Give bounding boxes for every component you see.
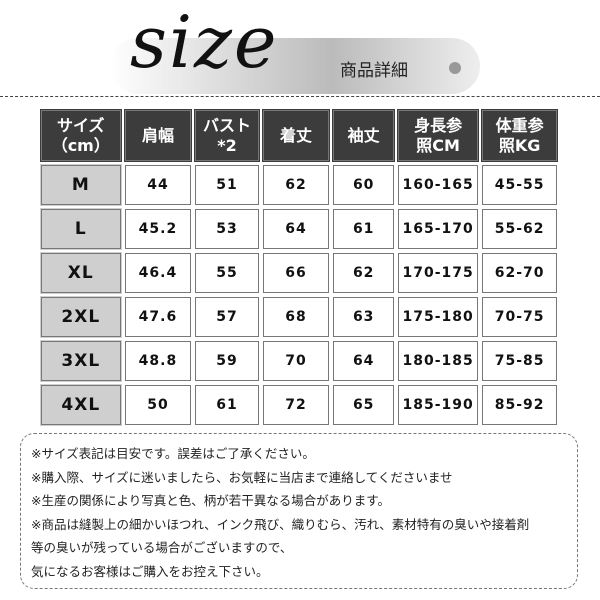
note-line: 気になるお客様はご購入をお控え下さい。 bbox=[31, 563, 269, 579]
size-row: 3XL 48.8 59 70 64 180-185 75-85 bbox=[38, 338, 560, 384]
note-line: 等の臭いが残っている場合がございますので、 bbox=[31, 540, 293, 555]
size-label: L bbox=[38, 206, 124, 252]
cell: 66 bbox=[259, 250, 333, 296]
cell: 47.6 bbox=[121, 294, 195, 340]
size-label: 2XL bbox=[38, 294, 124, 340]
size-label: 4XL bbox=[38, 382, 124, 428]
cell: 45-55 bbox=[479, 162, 560, 208]
column-header: 体重参 照KG bbox=[479, 107, 560, 164]
header-line: 袖丈 bbox=[347, 125, 380, 145]
header-line: *2 bbox=[217, 135, 237, 155]
cell: 65 bbox=[330, 382, 397, 428]
cell: 46.4 bbox=[121, 250, 195, 296]
cell: 61 bbox=[330, 206, 397, 252]
cell: 64 bbox=[330, 338, 397, 384]
header-line: 照KG bbox=[498, 135, 541, 155]
size-table: サイズ （cm） 肩幅 バスト *2 着丈 袖丈 身長参 照CM 体重参 照KG M 44 51 62 60 1… bbox=[38, 107, 560, 428]
cell: 62 bbox=[330, 250, 397, 296]
note-line: ※購入際、サイズに迷いましたら、お気軽に当店まで連絡してくださいませ bbox=[31, 469, 453, 485]
column-header: サイズ （cm） bbox=[38, 107, 124, 164]
title: size bbox=[130, 0, 279, 84]
cell: 75-85 bbox=[479, 338, 560, 384]
note-line: ※サイズ表記は目安です。誤差はご了承ください。 bbox=[31, 446, 315, 461]
cell: 180-185 bbox=[394, 338, 482, 384]
cell: 70 bbox=[259, 338, 333, 384]
cell: 57 bbox=[192, 294, 262, 340]
note-line: ※生産の関係により写真と色、柄が若干異なる場合があります。 bbox=[31, 493, 390, 508]
cell: 59 bbox=[192, 338, 262, 384]
size-row: XL 46.4 55 66 62 170-175 62-70 bbox=[38, 250, 560, 296]
notes: ※サイズ表記は目安です。誤差はご了承ください。 ※購入際、サイズに迷いましたら、お… bbox=[20, 433, 578, 589]
size-label: M bbox=[38, 162, 124, 208]
size-row: L 45.2 53 64 61 165-170 55-62 bbox=[38, 206, 560, 252]
header-row: サイズ （cm） 肩幅 バスト *2 着丈 袖丈 身長参 照CM 体重参 照KG bbox=[38, 107, 560, 164]
header-line: 着丈 bbox=[279, 125, 312, 145]
header-line: バスト bbox=[202, 115, 251, 135]
cell: 55-62 bbox=[479, 206, 560, 252]
cell: 45.2 bbox=[121, 206, 195, 252]
cell: 170-175 bbox=[394, 250, 482, 296]
cell: 85-92 bbox=[479, 382, 560, 428]
cell: 48.8 bbox=[121, 338, 195, 384]
cell: 185-190 bbox=[394, 382, 482, 428]
cell: 175-180 bbox=[394, 294, 482, 340]
cell: 51 bbox=[192, 162, 262, 208]
cell: 62 bbox=[259, 162, 333, 208]
header-line: 照CM bbox=[416, 135, 460, 155]
banner bbox=[110, 38, 480, 94]
cell: 53 bbox=[192, 206, 262, 252]
note-line: ※商品は縫製上の細かいほつれ、インク飛び、織りむら、汚れ、素材特有の臭いや接着剤 bbox=[31, 516, 530, 532]
column-header: バスト *2 bbox=[192, 107, 262, 164]
header-line: 肩幅 bbox=[141, 125, 174, 145]
cell: 72 bbox=[259, 382, 333, 428]
dot bbox=[449, 62, 461, 74]
header-line: （cm） bbox=[51, 135, 110, 155]
header-line: 身長参 bbox=[414, 115, 463, 135]
cell: 44 bbox=[121, 162, 195, 208]
size-label: 3XL bbox=[38, 338, 124, 384]
cell: 50 bbox=[121, 382, 195, 428]
cell: 63 bbox=[330, 294, 397, 340]
size-row: M 44 51 62 60 160-165 45-55 bbox=[38, 162, 560, 208]
column-header: 身長参 照CM bbox=[394, 107, 482, 164]
column-header: 着丈 bbox=[259, 107, 333, 164]
cell: 60 bbox=[330, 162, 397, 208]
column-header: 袖丈 bbox=[330, 107, 397, 164]
cell: 55 bbox=[192, 250, 262, 296]
header-line: サイズ bbox=[57, 115, 105, 135]
header-line: 体重参 bbox=[495, 115, 544, 135]
subtitle: 商品詳細 bbox=[340, 61, 408, 81]
size-label: XL bbox=[38, 250, 124, 296]
cell: 64 bbox=[259, 206, 333, 252]
cell: 68 bbox=[259, 294, 333, 340]
cell: 70-75 bbox=[479, 294, 560, 340]
size-row: 4XL 50 61 72 65 185-190 85-92 bbox=[38, 382, 560, 428]
cell: 61 bbox=[192, 382, 262, 428]
column-header: 肩幅 bbox=[121, 107, 195, 164]
cell: 165-170 bbox=[394, 206, 482, 252]
cell: 160-165 bbox=[394, 162, 482, 208]
divider bbox=[0, 96, 600, 97]
cell: 62-70 bbox=[479, 250, 560, 296]
size-row: 2XL 47.6 57 68 63 175-180 70-75 bbox=[38, 294, 560, 340]
